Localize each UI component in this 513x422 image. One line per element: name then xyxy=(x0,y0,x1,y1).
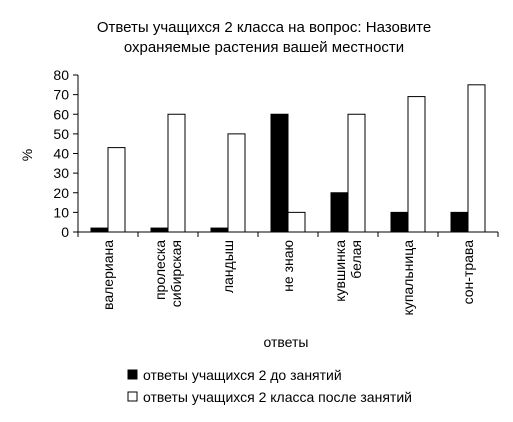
y-tick-label: 40 xyxy=(53,146,69,162)
legend-swatch-2 xyxy=(127,391,138,402)
chart-title-line-2: охраняемые растения вашей местности xyxy=(124,39,404,56)
category-label-7-line-1: сон-трава xyxy=(460,240,476,305)
y-tick-label: 50 xyxy=(53,126,69,142)
category-label-6-line-1: купальница xyxy=(400,240,416,316)
bar-series-1-cat-6 xyxy=(390,211,409,233)
bar-series-1-cat-1 xyxy=(90,227,109,233)
legend-swatch-1 xyxy=(127,369,138,380)
bar-series-1-cat-2 xyxy=(150,227,169,233)
x-axis-label: ответы xyxy=(264,334,309,350)
y-tick-label: 70 xyxy=(53,87,69,103)
category-label-4-line-1: не знаю xyxy=(280,240,296,292)
y-tick-label: 60 xyxy=(53,106,69,122)
category-label-2-line-2: сибирская xyxy=(168,240,184,307)
y-tick-label: 80 xyxy=(53,67,69,83)
bar-series-2-cat-1 xyxy=(107,147,126,233)
category-label-2-line-1: пролеска xyxy=(152,240,168,300)
category-label-1-line-1: валериана xyxy=(100,240,116,310)
chart-title-line-1: Ответы учащихся 2 класса на вопрос: Назо… xyxy=(97,19,431,36)
y-tick-label: 20 xyxy=(53,185,69,201)
y-tick-label: 10 xyxy=(53,204,69,220)
category-label-5-line-2: белая xyxy=(348,240,364,279)
bar-series-1-cat-7 xyxy=(450,211,469,233)
legend-label-2: ответы учащихся 2 класса после занятий xyxy=(143,389,412,405)
category-label-5-line-1: кувшинка xyxy=(332,240,348,302)
legend: ответы учащихся 2 до занятий ответы учащи… xyxy=(127,367,412,405)
bar-series-2-cat-4 xyxy=(287,211,306,233)
category-label-3-line-1: ландыш xyxy=(220,240,236,293)
bar-series-1-cat-5 xyxy=(330,192,349,233)
y-tick-label: 30 xyxy=(53,165,69,181)
bar-series-2-cat-2 xyxy=(167,113,186,233)
bar-series-2-cat-7 xyxy=(467,84,486,233)
bar-series-2-cat-5 xyxy=(347,113,366,233)
y-axis-label: % xyxy=(19,149,35,161)
bar-series-1-cat-3 xyxy=(210,227,229,233)
bar-series-2-cat-6 xyxy=(407,96,426,233)
bar-series-1-cat-4 xyxy=(270,113,289,233)
y-tick-label: 0 xyxy=(61,224,69,240)
plot-area: 0 10 20 30 40 50 60 70 80 валериана пролеска сибирс… xyxy=(53,67,499,316)
bar-series-2-cat-3 xyxy=(227,133,246,233)
legend-label-1: ответы учащихся 2 до занятий xyxy=(143,367,342,383)
